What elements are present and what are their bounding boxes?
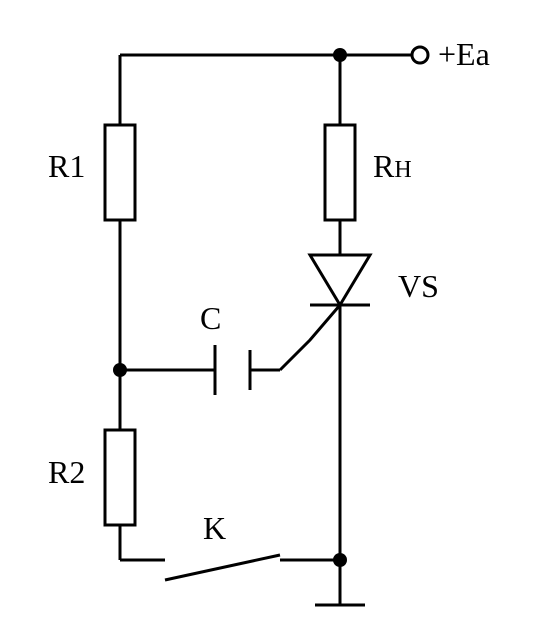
node-bottom-right [333, 553, 347, 567]
label-vs: VS [398, 268, 439, 305]
node-left-junction [113, 363, 127, 377]
circuit-diagram [0, 0, 547, 638]
resistor-rh [325, 125, 355, 220]
label-rh-sub: H [394, 157, 411, 183]
thyristor-triangle [310, 255, 370, 305]
label-rh: RH [373, 148, 412, 185]
resistor-r1 [105, 125, 135, 220]
label-r2: R2 [48, 454, 85, 491]
resistor-r2 [105, 430, 135, 525]
label-ea: +Ea [438, 36, 490, 73]
label-k: K [203, 510, 226, 547]
label-c: C [200, 300, 221, 337]
label-r1: R1 [48, 148, 85, 185]
node-top-right [333, 48, 347, 62]
terminal-ea [412, 47, 428, 63]
switch-arm [165, 555, 280, 580]
thyristor-gate [280, 305, 340, 370]
label-rh-main: R [373, 148, 394, 184]
